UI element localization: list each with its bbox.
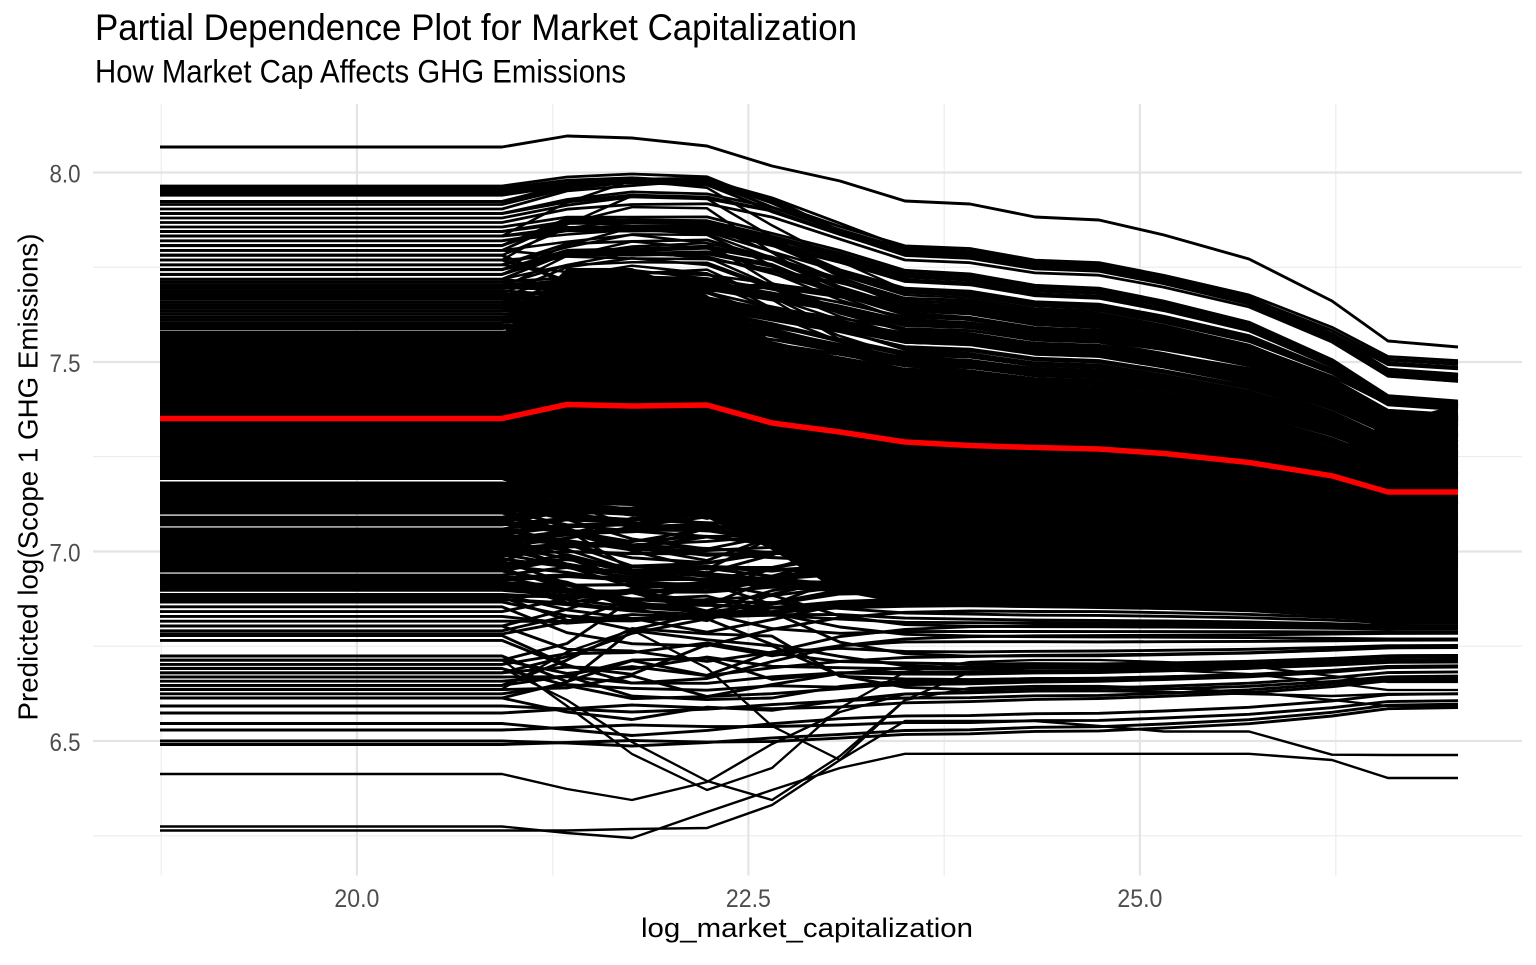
svg-text:8.0: 8.0 — [50, 161, 81, 189]
svg-text:Partial Dependence Plot for Ma: Partial Dependence Plot for Market Capit… — [95, 7, 857, 48]
svg-text:7.0: 7.0 — [50, 540, 81, 568]
svg-text:Predicted log(Scope 1 GHG Emis: Predicted log(Scope 1 GHG Emissions) — [13, 234, 44, 721]
svg-text:20.0: 20.0 — [334, 885, 379, 913]
svg-text:log_market_capitalization: log_market_capitalization — [641, 913, 973, 943]
svg-text:6.5: 6.5 — [50, 729, 81, 757]
svg-text:7.5: 7.5 — [50, 350, 81, 378]
svg-text:22.5: 22.5 — [726, 885, 771, 913]
svg-text:How Market Cap Affects GHG Emi: How Market Cap Affects GHG Emissions — [95, 54, 626, 90]
svg-text:25.0: 25.0 — [1117, 885, 1162, 913]
